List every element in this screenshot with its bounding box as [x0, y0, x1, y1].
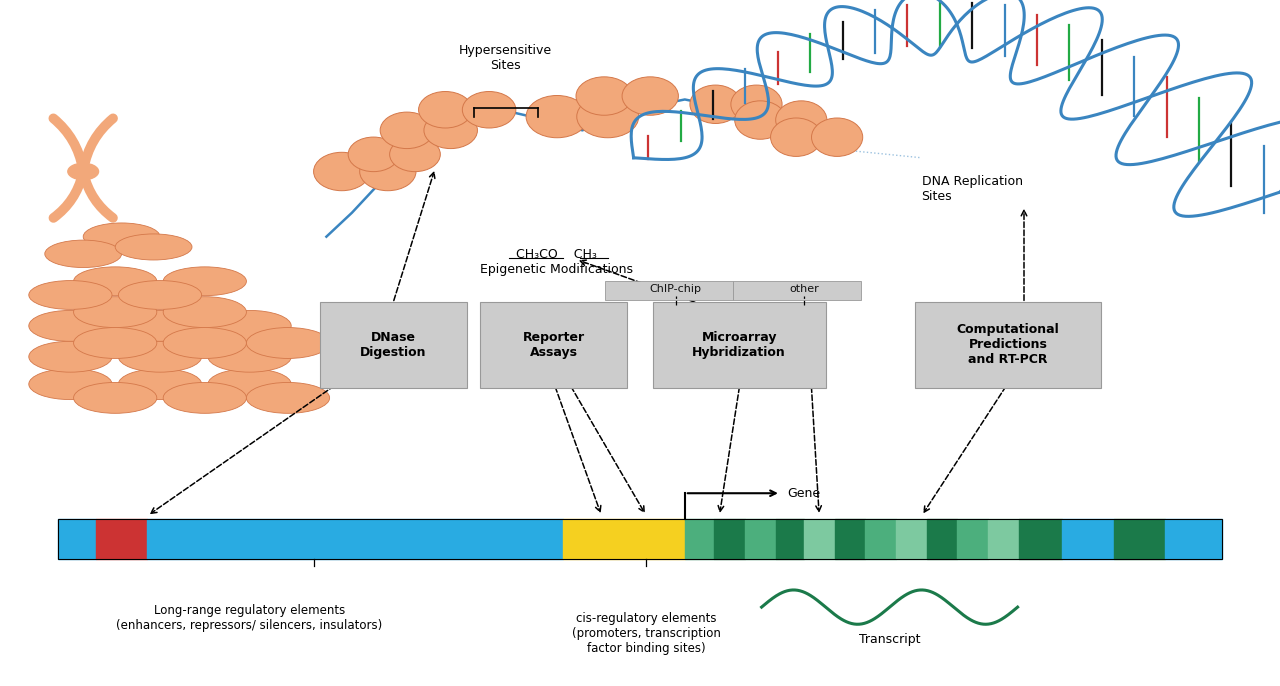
Bar [896, 519, 927, 559]
Ellipse shape [424, 112, 477, 149]
Ellipse shape [73, 296, 156, 328]
Bar [927, 519, 957, 559]
Ellipse shape [73, 328, 156, 358]
Bar [1165, 519, 1222, 559]
Ellipse shape [314, 152, 370, 191]
Ellipse shape [389, 137, 440, 172]
Ellipse shape [622, 77, 678, 115]
Bar [58, 519, 96, 559]
Ellipse shape [29, 369, 113, 399]
Bar [957, 519, 988, 559]
Bar [733, 281, 861, 300]
Ellipse shape [209, 342, 292, 372]
Ellipse shape [164, 296, 246, 328]
Bar [835, 519, 865, 559]
Text: Transcript: Transcript [859, 633, 920, 646]
Ellipse shape [690, 85, 741, 123]
Bar [563, 519, 685, 559]
Ellipse shape [462, 91, 516, 128]
Text: Reporter
Assays: Reporter Assays [522, 331, 585, 359]
Ellipse shape [209, 310, 292, 341]
Ellipse shape [118, 281, 202, 309]
FancyBboxPatch shape [915, 302, 1101, 388]
Bar [685, 519, 714, 559]
Ellipse shape [73, 267, 156, 296]
Ellipse shape [812, 118, 863, 156]
Ellipse shape [73, 382, 156, 413]
Bar [804, 519, 835, 559]
Bar [58, 519, 1222, 559]
Text: cis-regulatory elements
(promoters, transcription
factor binding sites): cis-regulatory elements (promoters, tran… [572, 612, 721, 655]
Ellipse shape [577, 95, 639, 138]
Text: Gene: Gene [787, 487, 820, 499]
Ellipse shape [735, 101, 786, 139]
Bar [776, 519, 804, 559]
Ellipse shape [118, 369, 202, 399]
Text: Hypersensitive
Sites: Hypersensitive Sites [460, 44, 552, 72]
Ellipse shape [29, 310, 113, 341]
Text: DNA Replication
Sites: DNA Replication Sites [922, 175, 1023, 202]
Ellipse shape [29, 281, 113, 309]
Ellipse shape [164, 328, 246, 358]
Ellipse shape [118, 342, 202, 372]
Ellipse shape [576, 77, 632, 115]
Ellipse shape [246, 382, 330, 413]
Bar [1114, 519, 1165, 559]
Ellipse shape [526, 95, 588, 138]
Circle shape [68, 163, 99, 180]
Text: DNase
Digestion: DNase Digestion [361, 331, 426, 359]
Text: Microarray
Hybridization: Microarray Hybridization [692, 331, 786, 359]
Ellipse shape [246, 328, 330, 358]
Bar [1019, 519, 1062, 559]
Text: Long-range regulatory elements
(enhancers, repressors/ silencers, insulators): Long-range regulatory elements (enhancer… [116, 604, 383, 632]
Ellipse shape [209, 369, 292, 399]
Ellipse shape [115, 234, 192, 260]
Ellipse shape [164, 267, 246, 296]
Bar [147, 519, 563, 559]
FancyBboxPatch shape [653, 302, 826, 388]
Bar [1062, 519, 1114, 559]
Bar [988, 519, 1019, 559]
Ellipse shape [360, 152, 416, 191]
Ellipse shape [45, 240, 122, 268]
Ellipse shape [771, 118, 822, 156]
Ellipse shape [348, 137, 399, 172]
Ellipse shape [29, 342, 113, 372]
Ellipse shape [776, 101, 827, 139]
Ellipse shape [164, 382, 246, 413]
Bar [605, 281, 733, 300]
Bar [865, 519, 896, 559]
Ellipse shape [380, 112, 434, 149]
Text: other: other [788, 285, 819, 294]
Bar [745, 519, 776, 559]
Text: ChIP-chip: ChIP-chip [650, 285, 701, 294]
Text: Computational
Predictions
and RT-PCR: Computational Predictions and RT-PCR [956, 323, 1060, 366]
FancyBboxPatch shape [480, 302, 627, 388]
Ellipse shape [731, 85, 782, 123]
Text: CH₃CO    CH₃
Epigenetic Modifications: CH₃CO CH₃ Epigenetic Modifications [480, 248, 634, 276]
Ellipse shape [83, 223, 160, 250]
Ellipse shape [118, 310, 202, 341]
Bar [96, 519, 147, 559]
FancyBboxPatch shape [320, 302, 467, 388]
Ellipse shape [419, 91, 472, 128]
Bar [714, 519, 745, 559]
